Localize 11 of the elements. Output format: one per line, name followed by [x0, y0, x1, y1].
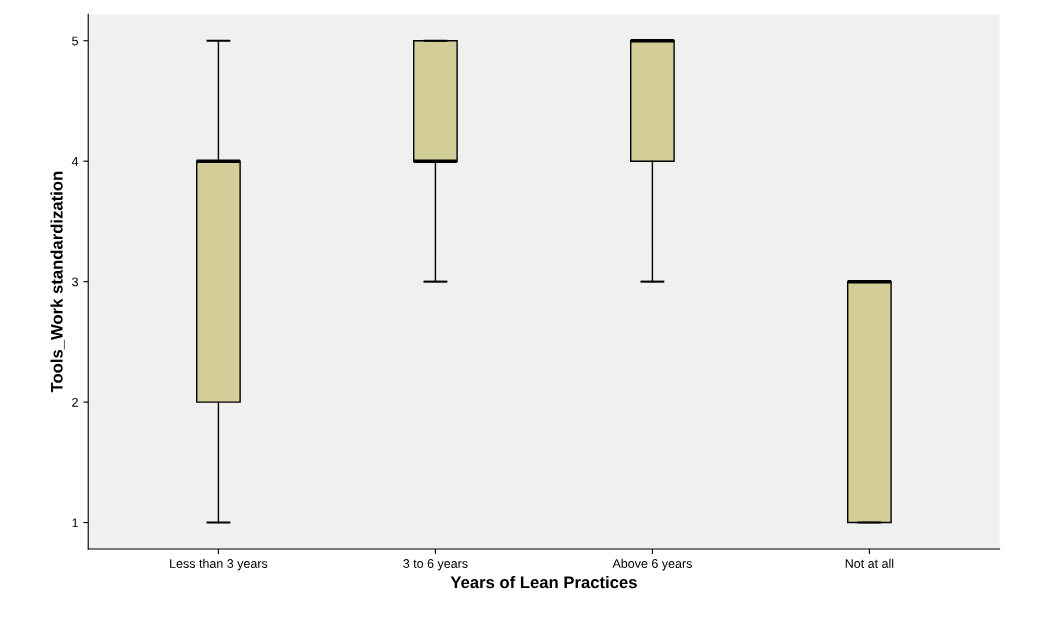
y-tick-label: 3	[72, 277, 78, 287]
x-tick-label: 3 to 6 years	[403, 559, 468, 571]
y-tick-label: 5	[72, 36, 78, 46]
x-tick-label: Less than 3 years	[170, 558, 268, 571]
x-tick-label: Above 6 years	[612, 558, 692, 571]
y-tick-label: 2	[72, 397, 78, 407]
y-tick-label: 1	[72, 518, 78, 528]
y-axis-title: Tools_Work standardization	[50, 171, 65, 393]
y-tick-label: 4	[71, 157, 79, 166]
x-tick-label: Not at all	[845, 558, 894, 568]
x-axis-title: Years of Lean Practices	[450, 575, 637, 589]
